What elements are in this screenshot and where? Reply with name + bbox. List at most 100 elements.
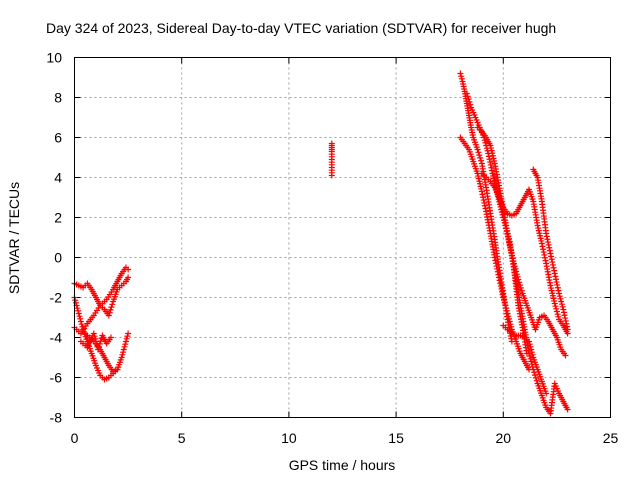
data-point (545, 239, 552, 246)
y-axis-label: SDTVAR / TECUs (6, 182, 22, 294)
y-tick-label: 6 (54, 130, 62, 146)
data-point (72, 297, 79, 304)
data-point (501, 299, 508, 306)
data-point (544, 236, 551, 243)
data-point (563, 320, 570, 327)
data-point (527, 343, 534, 350)
data-point (503, 228, 510, 235)
data-point (560, 306, 567, 313)
series-track-c (71, 264, 132, 337)
data-point (492, 260, 499, 267)
data-points (71, 70, 571, 417)
data-point (540, 249, 547, 256)
data-point (551, 300, 558, 307)
data-point (547, 250, 554, 257)
data-point (554, 284, 561, 291)
data-point (494, 268, 501, 275)
data-point (562, 317, 569, 324)
grid-lines (74, 57, 611, 418)
data-point (559, 303, 566, 310)
data-point (458, 73, 465, 80)
data-point (457, 70, 464, 77)
y-tick-label: 0 (54, 250, 62, 266)
data-point (503, 307, 510, 314)
data-point (532, 374, 539, 381)
data-point (529, 351, 536, 358)
data-point (481, 202, 488, 209)
data-point (504, 233, 511, 240)
data-point (75, 307, 82, 314)
data-point (556, 293, 563, 300)
data-point (554, 311, 561, 318)
data-point (487, 161, 494, 168)
data-point (503, 305, 510, 312)
data-point (526, 353, 533, 360)
data-point (543, 233, 550, 240)
data-point (95, 346, 102, 353)
data-point (77, 318, 84, 325)
data-point (564, 326, 571, 333)
chart-title: Day 324 of 2023, Sidereal Day-to-day VTE… (46, 20, 556, 36)
data-point (499, 291, 506, 298)
data-point (526, 341, 533, 348)
data-point (106, 309, 113, 316)
data-point (555, 313, 562, 320)
data-point (105, 312, 112, 319)
data-point (506, 318, 513, 325)
data-point (543, 390, 550, 397)
data-point (532, 372, 539, 379)
data-point (526, 350, 533, 357)
data-point (500, 294, 507, 301)
data-point (517, 282, 524, 289)
data-point (466, 98, 473, 105)
x-tick-label: 5 (178, 430, 186, 446)
data-point (482, 139, 489, 146)
data-point (120, 349, 127, 356)
data-point (328, 172, 335, 179)
data-point (119, 351, 126, 358)
data-point (515, 276, 522, 283)
data-point (92, 335, 99, 342)
data-point (496, 277, 503, 284)
data-point (558, 301, 565, 308)
series-track-l (500, 322, 550, 397)
data-point (486, 156, 493, 163)
data-point (487, 159, 494, 166)
data-point (557, 295, 564, 302)
data-point (504, 310, 511, 317)
data-point (458, 75, 465, 82)
data-point (503, 225, 510, 232)
data-point (506, 315, 513, 322)
data-point (548, 256, 555, 263)
series-noon (328, 140, 335, 179)
y-tick-labels: -8 -6 -4 -2 0 2 4 6 8 10 (46, 50, 62, 426)
data-point (120, 346, 127, 353)
data-point (488, 167, 495, 174)
data-point (518, 287, 525, 294)
data-point (496, 274, 503, 281)
data-point (528, 358, 535, 365)
data-point (541, 251, 548, 258)
data-point (511, 260, 518, 267)
x-tick-label: 0 (71, 430, 79, 446)
data-point (91, 333, 98, 340)
data-point (480, 197, 487, 204)
data-point (478, 188, 485, 195)
data-point (125, 274, 132, 281)
data-point (96, 340, 103, 347)
data-point (513, 268, 520, 275)
data-point (497, 283, 504, 290)
y-tick-label: 8 (54, 90, 62, 106)
data-point (546, 247, 553, 254)
x-axis-label: GPS time / hours (289, 457, 396, 473)
data-point (125, 266, 132, 273)
data-point (553, 279, 560, 286)
data-point (78, 321, 85, 328)
data-point (541, 254, 548, 261)
data-point (90, 330, 97, 337)
data-point (108, 304, 115, 311)
data-point (549, 261, 556, 268)
data-point (548, 253, 555, 260)
data-point (76, 313, 83, 320)
data-point (479, 191, 486, 198)
